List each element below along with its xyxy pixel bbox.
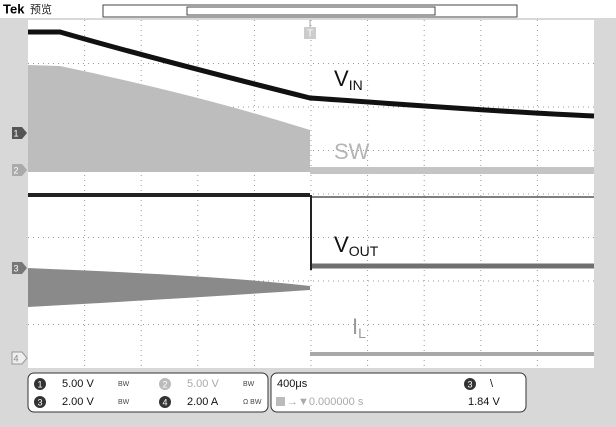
channel-bw: BW — [243, 381, 255, 388]
timebase: 400μs — [277, 378, 308, 390]
channel-scale: 5.00 V — [62, 378, 94, 390]
channel-scale: 5.00 V — [187, 378, 219, 390]
ch1-marker-label: 1 — [13, 128, 18, 138]
mode: 预览 — [30, 2, 52, 16]
channel-bw: BW — [118, 381, 130, 388]
channel-bw: BW — [118, 399, 130, 406]
trigger-level: 1.84 V — [468, 396, 500, 408]
ch2-marker-label: 2 — [13, 165, 18, 175]
channel-bw: Ω BW — [243, 399, 262, 406]
position-icon — [276, 397, 285, 406]
scope-screen: Tek 预览 T VIN SW VOUT IL 1 2 3 4 15.00 VB… — [0, 0, 616, 427]
position: →▼0.000000 s — [287, 396, 364, 408]
sw-trace — [310, 167, 594, 174]
channel-number: 1 — [37, 379, 42, 389]
channel-number: 3 — [37, 397, 42, 407]
brand: Tek — [3, 1, 25, 16]
channel-scale: 2.00 V — [62, 396, 94, 408]
channel-number: 2 — [162, 379, 167, 389]
trigger-channel: 3 — [467, 379, 472, 389]
label-sw: SW — [334, 139, 370, 164]
channel-number: 4 — [162, 397, 167, 407]
channel-scale: 2.00 A — [187, 396, 219, 408]
ch4-marker-label: 4 — [13, 353, 18, 363]
trigger-marker: T — [307, 29, 313, 40]
ch3-marker-label: 3 — [13, 263, 18, 273]
